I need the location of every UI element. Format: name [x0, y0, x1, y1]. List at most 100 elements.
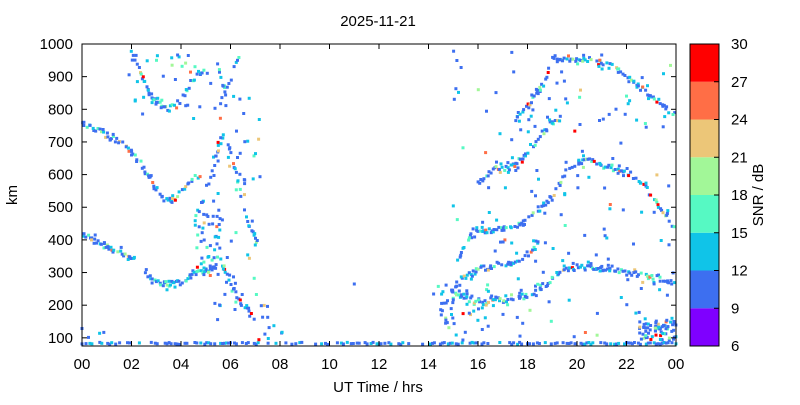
echo-dot: [534, 140, 538, 144]
echo-dot: [666, 209, 670, 213]
echo-dot: [542, 201, 546, 205]
echo-dot: [108, 138, 112, 141]
echo-dot: [667, 338, 671, 342]
echo-dot: [557, 272, 561, 276]
echo-dot: [514, 169, 518, 172]
echo-dot: [667, 111, 671, 115]
echo-dot: [152, 187, 156, 191]
echo-dot: [111, 134, 115, 138]
echo-dot: [229, 78, 233, 82]
echo-dot: [576, 174, 580, 178]
echo-dot: [218, 70, 221, 74]
echo-dot: [615, 342, 619, 346]
echo-dot: [193, 174, 197, 177]
echo-dot: [652, 210, 656, 214]
echo-dot: [509, 297, 513, 301]
echo-dot: [249, 312, 253, 315]
x-tick-label: 20: [569, 356, 586, 373]
echo-dot: [645, 274, 649, 278]
echo-dot: [290, 342, 294, 346]
echo-dot: [199, 262, 203, 266]
echo-dot: [523, 295, 527, 298]
echo-dot: [247, 224, 251, 228]
echo-dot: [607, 163, 611, 167]
echo-dot: [543, 241, 547, 245]
echo-dot: [473, 235, 477, 239]
echo-dot: [126, 258, 130, 261]
echo-dot: [440, 341, 444, 345]
echo-dot: [601, 63, 605, 67]
echo-dot: [470, 236, 474, 240]
echo-dot: [600, 53, 604, 57]
echo-dot: [659, 239, 663, 242]
echo-dot: [515, 251, 519, 255]
echo-dot: [201, 200, 204, 204]
echo-dot: [216, 143, 220, 147]
echo-dot: [255, 239, 259, 242]
echo-dot: [161, 74, 165, 78]
echo-dot: [145, 85, 149, 89]
echo-dot: [519, 128, 523, 132]
echo-dot: [498, 299, 501, 303]
echo-dot: [243, 193, 246, 197]
echo-dot: [555, 57, 559, 61]
echo-dot: [229, 283, 233, 286]
echo-dot: [234, 300, 238, 304]
echo-dot: [239, 302, 243, 306]
echo-dot: [129, 257, 133, 260]
echo-dot: [221, 342, 225, 345]
echo-dot: [561, 341, 565, 345]
echo-dot: [504, 294, 508, 298]
echo-dot: [598, 162, 602, 166]
echo-dot: [510, 50, 514, 54]
echo-dot: [658, 342, 662, 346]
echo-dot: [608, 269, 612, 273]
echo-dot: [229, 151, 233, 155]
echo-dot: [655, 173, 659, 177]
echo-dot: [106, 341, 110, 345]
echo-dot: [168, 104, 172, 108]
echo-dot: [586, 264, 590, 268]
echo-dot: [642, 336, 646, 340]
echo-dot: [219, 136, 223, 140]
echo-dot: [351, 342, 355, 345]
echo-dot: [155, 186, 159, 190]
echo-dot: [181, 93, 185, 97]
echo-dot: [546, 115, 549, 119]
echo-dot: [618, 169, 622, 173]
echo-dot: [267, 326, 271, 330]
echo-dot: [513, 260, 517, 264]
echo-dot: [165, 283, 169, 287]
echo-dot: [152, 184, 156, 188]
echo-dot: [505, 300, 508, 304]
echo-dot: [219, 257, 223, 261]
echo-dot: [223, 341, 227, 345]
echo-dot: [468, 234, 472, 237]
echo-dot: [257, 118, 261, 121]
echo-dot: [580, 162, 584, 166]
echo-dot: [660, 341, 664, 345]
echo-dot: [216, 318, 220, 322]
echo-dot: [579, 265, 582, 269]
echo-dot: [216, 255, 219, 259]
echo-dot: [631, 177, 635, 180]
echo-dot: [465, 302, 469, 306]
echo-dot: [603, 341, 607, 345]
echo-dot: [151, 181, 155, 184]
echo-dot: [217, 208, 221, 212]
echo-dot: [473, 272, 477, 276]
echo-dot: [254, 152, 257, 156]
echo-dot: [207, 341, 211, 345]
echo-dot: [532, 239, 536, 243]
echo-dot: [208, 274, 212, 277]
echo-dot: [131, 53, 135, 57]
echo-dot: [459, 251, 463, 254]
echo-dot: [653, 326, 657, 330]
y-tick-label: 600: [48, 167, 73, 184]
echo-dot: [619, 70, 623, 74]
echo-dot: [229, 239, 233, 243]
echo-dot: [159, 283, 163, 287]
echo-dot: [509, 261, 513, 265]
echo-dot: [192, 117, 196, 120]
echo-dot: [243, 208, 246, 212]
